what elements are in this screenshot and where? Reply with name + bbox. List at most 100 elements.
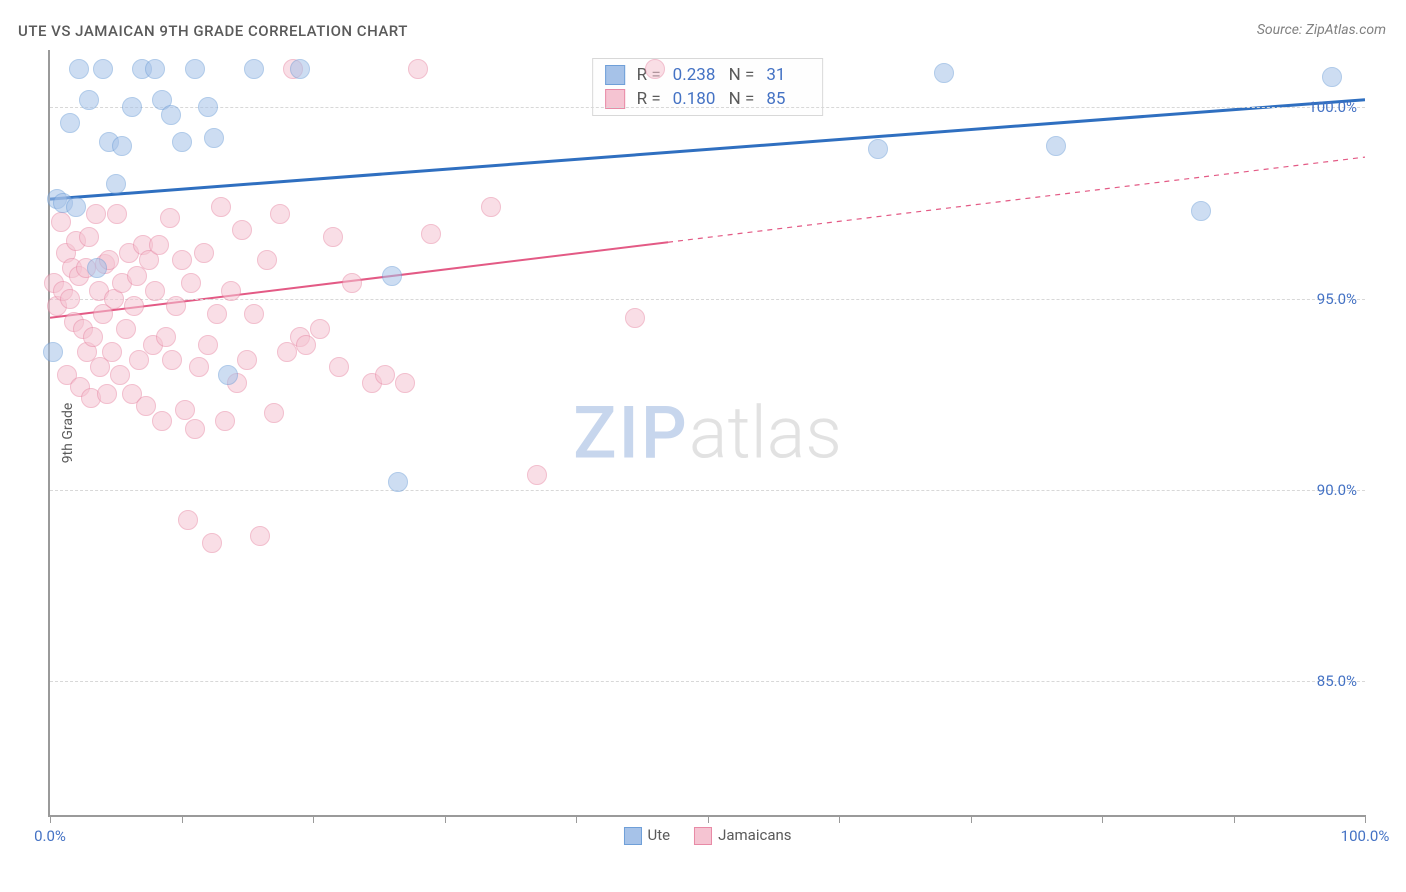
scatter-point bbox=[97, 384, 117, 404]
legend-jam: Jamaicans bbox=[694, 826, 791, 845]
scatter-point bbox=[124, 296, 144, 316]
n-label: N = bbox=[729, 65, 755, 85]
x-tick bbox=[708, 815, 709, 823]
scatter-point bbox=[83, 327, 103, 347]
scatter-point bbox=[310, 319, 330, 339]
ute-n-value: 31 bbox=[766, 65, 810, 85]
watermark-atlas: atlas bbox=[689, 390, 842, 475]
scatter-point bbox=[645, 59, 665, 79]
scatter-point bbox=[218, 365, 238, 385]
scatter-point bbox=[329, 357, 349, 377]
scatter-point bbox=[156, 327, 176, 347]
scatter-point bbox=[382, 266, 402, 286]
scatter-point bbox=[250, 526, 270, 546]
scatter-point bbox=[244, 59, 264, 79]
legend-ute: Ute bbox=[623, 826, 670, 845]
scatter-point bbox=[1191, 201, 1211, 221]
scatter-point bbox=[69, 59, 89, 79]
scatter-point bbox=[166, 296, 186, 316]
jam-label: Jamaicans bbox=[718, 826, 791, 844]
scatter-point bbox=[934, 63, 954, 83]
scatter-point bbox=[207, 304, 227, 324]
x-tick-label: 0.0% bbox=[34, 827, 66, 845]
chart-title: UTE VS JAMAICAN 9TH GRADE CORRELATION CH… bbox=[18, 22, 408, 40]
scatter-point bbox=[149, 235, 169, 255]
watermark-zip: ZIP bbox=[573, 390, 689, 475]
scatter-point bbox=[194, 243, 214, 263]
r-label: R = bbox=[637, 89, 661, 109]
scatter-point bbox=[189, 357, 209, 377]
scatter-point bbox=[244, 304, 264, 324]
scatter-point bbox=[408, 59, 428, 79]
scatter-point bbox=[116, 319, 136, 339]
scatter-point bbox=[161, 105, 181, 125]
y-tick-label: 95.0% bbox=[1317, 290, 1357, 308]
scatter-point bbox=[868, 139, 888, 159]
scatter-point bbox=[79, 227, 99, 247]
ute-swatch bbox=[605, 65, 625, 85]
y-tick-label: 100.0% bbox=[1308, 98, 1357, 116]
scatter-point bbox=[198, 335, 218, 355]
scatter-point bbox=[181, 273, 201, 293]
scatter-point bbox=[152, 411, 172, 431]
scatter-point bbox=[375, 365, 395, 385]
source-label: Source: ZipAtlas.com bbox=[1257, 22, 1386, 38]
scatter-point bbox=[107, 204, 127, 224]
stat-row-ute: R = 0.238 N = 31 bbox=[605, 63, 811, 87]
scatter-point bbox=[202, 533, 222, 553]
scatter-point bbox=[290, 59, 310, 79]
jam-r-value: 0.180 bbox=[673, 89, 717, 109]
x-tick bbox=[1102, 815, 1103, 823]
scatter-point bbox=[388, 472, 408, 492]
scatter-point bbox=[162, 350, 182, 370]
x-tick bbox=[839, 815, 840, 823]
n-label: N = bbox=[729, 89, 755, 109]
y-tick-label: 85.0% bbox=[1317, 672, 1357, 690]
scatter-point bbox=[145, 281, 165, 301]
ute-swatch-icon bbox=[623, 827, 641, 845]
scatter-point bbox=[481, 197, 501, 217]
scatter-point bbox=[237, 350, 257, 370]
regression-lines bbox=[50, 50, 1365, 815]
scatter-point bbox=[93, 59, 113, 79]
scatter-point bbox=[102, 342, 122, 362]
scatter-point bbox=[51, 212, 71, 232]
scatter-point bbox=[175, 400, 195, 420]
bottom-legend: Ute Jamaicans bbox=[623, 826, 791, 845]
scatter-point bbox=[185, 419, 205, 439]
jam-swatch-icon bbox=[694, 827, 712, 845]
scatter-point bbox=[112, 136, 132, 156]
scatter-point bbox=[43, 342, 63, 362]
scatter-point bbox=[172, 132, 192, 152]
scatter-point bbox=[204, 128, 224, 148]
scatter-point bbox=[60, 289, 80, 309]
scatter-point bbox=[323, 227, 343, 247]
x-tick bbox=[313, 815, 314, 823]
scatter-point bbox=[86, 204, 106, 224]
gridline-h bbox=[50, 107, 1365, 108]
gridline-h bbox=[50, 681, 1365, 682]
x-tick-label: 100.0% bbox=[1341, 827, 1390, 845]
scatter-point bbox=[178, 510, 198, 530]
scatter-point bbox=[221, 281, 241, 301]
scatter-point bbox=[257, 250, 277, 270]
plot-area: 9th Grade ZIPatlas R = 0.238 N = 31 R = … bbox=[48, 50, 1365, 817]
scatter-point bbox=[421, 224, 441, 244]
scatter-point bbox=[270, 204, 290, 224]
scatter-point bbox=[625, 308, 645, 328]
scatter-point bbox=[1046, 136, 1066, 156]
x-tick bbox=[445, 815, 446, 823]
x-tick bbox=[182, 815, 183, 823]
scatter-point bbox=[264, 403, 284, 423]
ute-label: Ute bbox=[647, 826, 670, 844]
scatter-point bbox=[185, 59, 205, 79]
x-tick bbox=[576, 815, 577, 823]
scatter-point bbox=[1322, 67, 1342, 87]
x-tick bbox=[1365, 815, 1366, 823]
gridline-h bbox=[50, 490, 1365, 491]
scatter-point bbox=[87, 258, 107, 278]
scatter-point bbox=[395, 373, 415, 393]
scatter-point bbox=[79, 90, 99, 110]
scatter-point bbox=[60, 113, 80, 133]
ute-r-value: 0.238 bbox=[673, 65, 717, 85]
